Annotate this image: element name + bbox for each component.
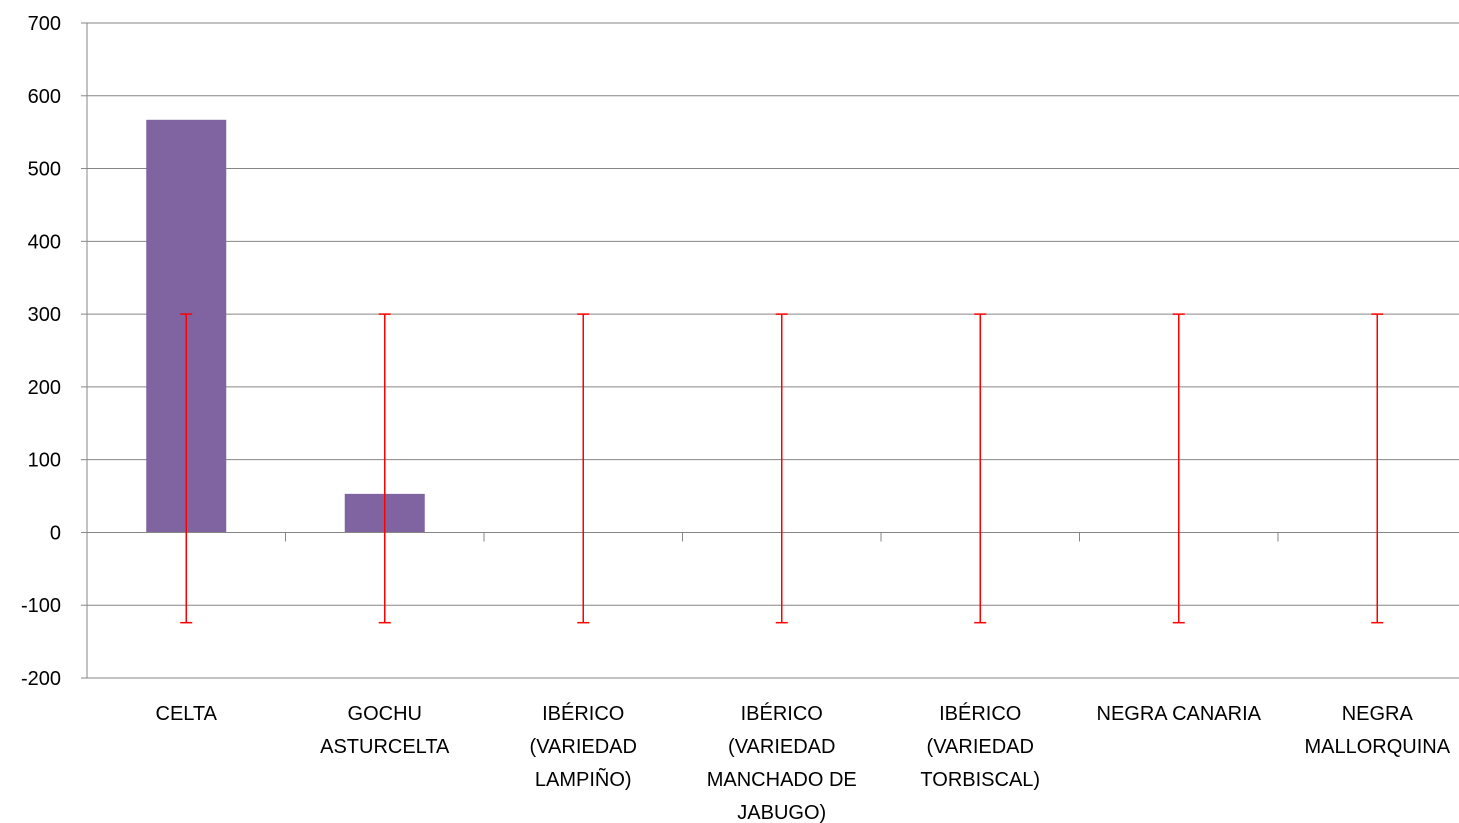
x-tick-labels: CELTA GOCHU ASTURCELTA IBÉRICO (VARIEDAD LAMP… xyxy=(156,702,1451,823)
error-bar xyxy=(1172,313,1185,624)
x-tick-label-line: ASTURCELTA xyxy=(320,736,450,758)
x-tick-label: GOCHU ASTURCELTA xyxy=(320,703,450,758)
x-tick-label: CELTA xyxy=(156,703,218,725)
x-tick-label-line: (VARIEDAD xyxy=(530,736,637,758)
x-tick-label-line: LAMPIÑO) xyxy=(535,767,632,791)
error-bar xyxy=(577,313,590,624)
x-tick-label-line: JABUGO) xyxy=(737,802,826,823)
x-tick-label-line: IBÉRICO xyxy=(939,702,1021,725)
axes xyxy=(81,22,1459,679)
x-tick-label-line: IBÉRICO xyxy=(542,702,624,725)
x-tick-label-line: IBÉRICO xyxy=(741,702,823,725)
y-tick-label: 300 xyxy=(28,304,61,326)
x-tick-label-line: CELTA xyxy=(156,703,218,725)
y-tick-label: -100 xyxy=(21,595,61,617)
error-bars xyxy=(180,313,1384,624)
bars xyxy=(146,119,425,533)
y-tick-label: 0 xyxy=(50,522,61,544)
y-tick-label: 200 xyxy=(28,377,61,399)
y-tick-label: 400 xyxy=(28,231,61,253)
error-bar xyxy=(775,313,788,624)
x-tick-label-line: MALLORQUINA xyxy=(1304,736,1450,758)
x-tick-label: IBÉRICO (VARIEDAD LAMPIÑO) xyxy=(530,702,637,791)
y-tick-label: 100 xyxy=(28,450,61,472)
x-tick-label-line: TORBISCAL) xyxy=(920,769,1040,791)
x-tick-label-line: NEGRA CANARIA xyxy=(1097,703,1262,725)
x-tick-label: NEGRA CANARIA xyxy=(1097,703,1262,725)
error-bar xyxy=(974,313,987,624)
x-tick-label-line: NEGRA xyxy=(1342,703,1414,725)
x-tick-label-line: (VARIEDAD xyxy=(728,736,835,758)
x-tick-label-line: (VARIEDAD xyxy=(927,736,1034,758)
x-tick-label: NEGRA MALLORQUINA xyxy=(1304,703,1450,758)
x-tick-label-line: GOCHU xyxy=(348,703,422,725)
error-bar xyxy=(1371,313,1384,624)
gridlines xyxy=(87,22,1459,679)
y-tick-label: -200 xyxy=(21,668,61,690)
x-tick-label-line: MANCHADO DE xyxy=(707,769,857,791)
y-tick-label: 600 xyxy=(28,86,61,108)
y-tick-labels: -200 -100 0 100 200 300 400 500 600 700 xyxy=(21,13,61,690)
y-tick-label: 700 xyxy=(28,13,61,35)
error-bar xyxy=(180,313,193,624)
error-bar xyxy=(378,313,391,624)
x-tick-label: IBÉRICO (VARIEDAD MANCHADO DE JABUGO) xyxy=(707,702,857,823)
x-tick-label: IBÉRICO (VARIEDAD TORBISCAL) xyxy=(920,702,1040,791)
y-tick-label: 500 xyxy=(28,159,61,181)
